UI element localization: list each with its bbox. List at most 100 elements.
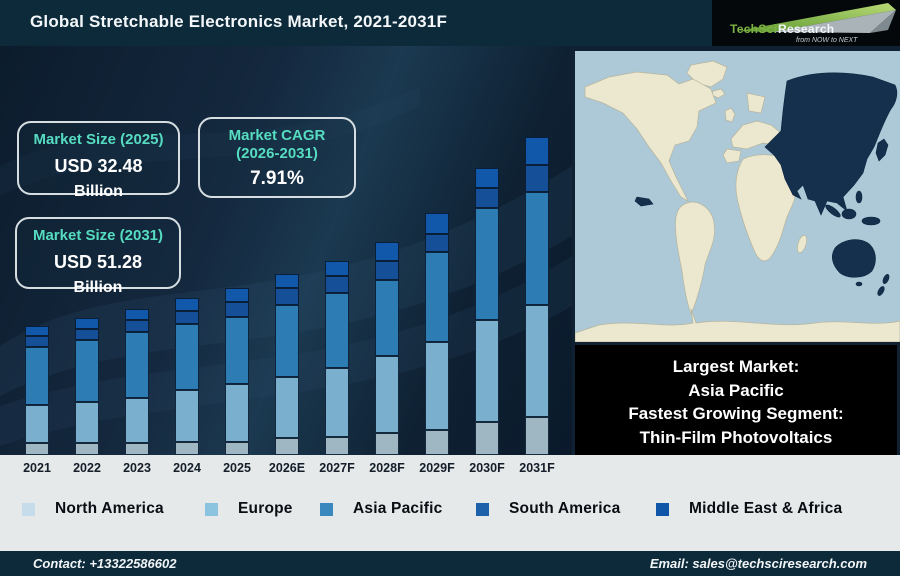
bar-segment-south-america bbox=[175, 311, 199, 324]
bar-segment-europe bbox=[225, 384, 249, 442]
bar-segment-south-america bbox=[375, 261, 399, 280]
x-axis-label-2025: 2025 bbox=[223, 461, 251, 475]
legend-item-south-america: South America bbox=[476, 500, 620, 518]
bar-segment-south-america bbox=[225, 302, 249, 317]
x-axis-label-2028f: 2028F bbox=[369, 461, 405, 475]
bar-segment-south-america bbox=[125, 320, 149, 332]
box-value: USD 51.28 bbox=[53, 252, 143, 272]
bar-segment-asia-pacific bbox=[75, 340, 99, 402]
legend-label: South America bbox=[509, 500, 621, 517]
bar-segment-asia-pacific bbox=[525, 192, 549, 305]
footer-bar: Contact: +13322586602 Email: sales@techs… bbox=[0, 551, 900, 576]
box-title: Market CAGR bbox=[228, 127, 326, 144]
bar-2029f bbox=[425, 213, 449, 455]
chart-area: Market Size (2025) USD 32.48 Billion Mar… bbox=[0, 46, 572, 455]
bar-segment-asia-pacific bbox=[175, 324, 199, 390]
legend-label: Asia Pacific bbox=[353, 500, 443, 517]
bar-segment-europe bbox=[475, 320, 499, 422]
bar-segment-asia-pacific bbox=[475, 208, 499, 320]
svg-text:Research: Research bbox=[778, 22, 834, 36]
bar-segment-europe bbox=[125, 398, 149, 443]
bar-segment-north-america bbox=[275, 438, 299, 455]
box-title: Market Size (2031) bbox=[32, 227, 164, 244]
x-axis-label-2027f: 2027F bbox=[319, 461, 355, 475]
box-value: 7.91% bbox=[250, 168, 304, 189]
bar-2028f bbox=[375, 242, 399, 455]
legend-swatch-icon bbox=[320, 502, 333, 516]
legend-swatch-icon bbox=[22, 502, 35, 516]
box-subtitle: (2026-2031) bbox=[236, 145, 318, 162]
x-axis-label-2029f: 2029F bbox=[419, 461, 455, 475]
largest-market-callout: Largest Market: Asia Pacific Fastest Gro… bbox=[575, 345, 897, 458]
bar-segment-asia-pacific bbox=[25, 347, 49, 405]
bar-segment-europe bbox=[175, 390, 199, 442]
bar-segment-asia-pacific bbox=[225, 317, 249, 384]
market-size-2031-box: Market Size (2031) USD 51.28 Billion bbox=[15, 217, 181, 296]
bar-segment-europe bbox=[75, 402, 99, 443]
bar-segment-south-america bbox=[525, 165, 549, 192]
box-value: USD 32.48 bbox=[54, 156, 143, 176]
bar-2025 bbox=[225, 288, 249, 455]
bar-segment-north-america bbox=[525, 417, 549, 455]
page-title: Global Stretchable Electronics Market, 2… bbox=[30, 12, 448, 31]
bar-2024 bbox=[175, 298, 199, 455]
legend-swatch-icon bbox=[205, 502, 218, 516]
bar-segment-asia-pacific bbox=[425, 252, 449, 342]
bar-2031f bbox=[525, 137, 549, 455]
bar-segment-north-america bbox=[475, 422, 499, 455]
bar-segment-europe bbox=[425, 342, 449, 430]
bar-segment-middle-east-africa bbox=[325, 261, 349, 276]
bar-segment-north-america bbox=[375, 433, 399, 455]
bar-segment-asia-pacific bbox=[125, 332, 149, 398]
bar-segment-middle-east-africa bbox=[275, 274, 299, 288]
legend-item-asia-pacific: Asia Pacific bbox=[320, 500, 442, 518]
bar-segment-asia-pacific bbox=[375, 280, 399, 356]
bar-2021 bbox=[25, 326, 49, 455]
legend-label: Europe bbox=[238, 500, 293, 517]
contact-text: Contact: +13322586602 bbox=[33, 556, 177, 571]
bar-segment-asia-pacific bbox=[275, 305, 299, 377]
bar-segment-north-america bbox=[175, 442, 199, 455]
bar-segment-europe bbox=[325, 368, 349, 437]
callout-line: Fastest Growing Segment: bbox=[628, 404, 844, 423]
bar-segment-europe bbox=[275, 377, 299, 438]
legend-item-north-america: North America bbox=[22, 500, 164, 518]
bar-segment-south-america bbox=[475, 188, 499, 208]
bar-segment-europe bbox=[525, 305, 549, 417]
bars bbox=[0, 46, 572, 455]
bar-segment-middle-east-africa bbox=[425, 213, 449, 234]
axis-and-legend-band: 2021 2022 2023 2024 2025 2026E 2027F 2028F 2029F… bbox=[0, 455, 900, 551]
bar-segment-middle-east-africa bbox=[175, 298, 199, 311]
market-size-2025-box: Market Size (2025) USD 32.48 Billion bbox=[17, 121, 180, 200]
x-axis-label-2026e: 2026E bbox=[268, 461, 306, 475]
bar-segment-middle-east-africa bbox=[225, 288, 249, 302]
header-bar: Global Stretchable Electronics Market, 2… bbox=[0, 0, 900, 46]
box-unit: Billion bbox=[73, 279, 123, 296]
legend-label: North America bbox=[55, 500, 164, 517]
x-axis-label-2024: 2024 bbox=[173, 461, 201, 475]
callout-line: Asia Pacific bbox=[688, 380, 784, 400]
bar-segment-middle-east-africa bbox=[125, 309, 149, 320]
box-unit: Billion bbox=[74, 183, 123, 200]
bar-segment-middle-east-africa bbox=[25, 326, 49, 336]
legend-swatch-icon bbox=[656, 502, 669, 516]
callout-line: Thin-Film Photovoltaics bbox=[639, 427, 833, 447]
x-axis-label-2021: 2021 bbox=[23, 461, 51, 475]
bar-2023 bbox=[125, 309, 149, 455]
x-axis-label-2030f: 2030F bbox=[469, 461, 505, 475]
bar-segment-asia-pacific bbox=[325, 293, 349, 368]
bar-segment-south-america bbox=[425, 234, 449, 252]
bar-2026e bbox=[275, 274, 299, 455]
bar-segment-europe bbox=[25, 405, 49, 443]
bar-segment-north-america bbox=[425, 430, 449, 455]
bar-segment-south-america bbox=[75, 329, 99, 340]
bar-segment-north-america bbox=[25, 443, 49, 455]
bar-segment-south-america bbox=[25, 336, 49, 347]
x-axis-label-2022: 2022 bbox=[73, 461, 101, 475]
legend-item-europe: Europe bbox=[205, 500, 293, 518]
legend-swatch-icon bbox=[476, 502, 489, 516]
bar-2030f bbox=[475, 168, 499, 455]
svg-text:from NOW to NEXT: from NOW to NEXT bbox=[796, 37, 858, 44]
bar-segment-north-america bbox=[125, 443, 149, 455]
